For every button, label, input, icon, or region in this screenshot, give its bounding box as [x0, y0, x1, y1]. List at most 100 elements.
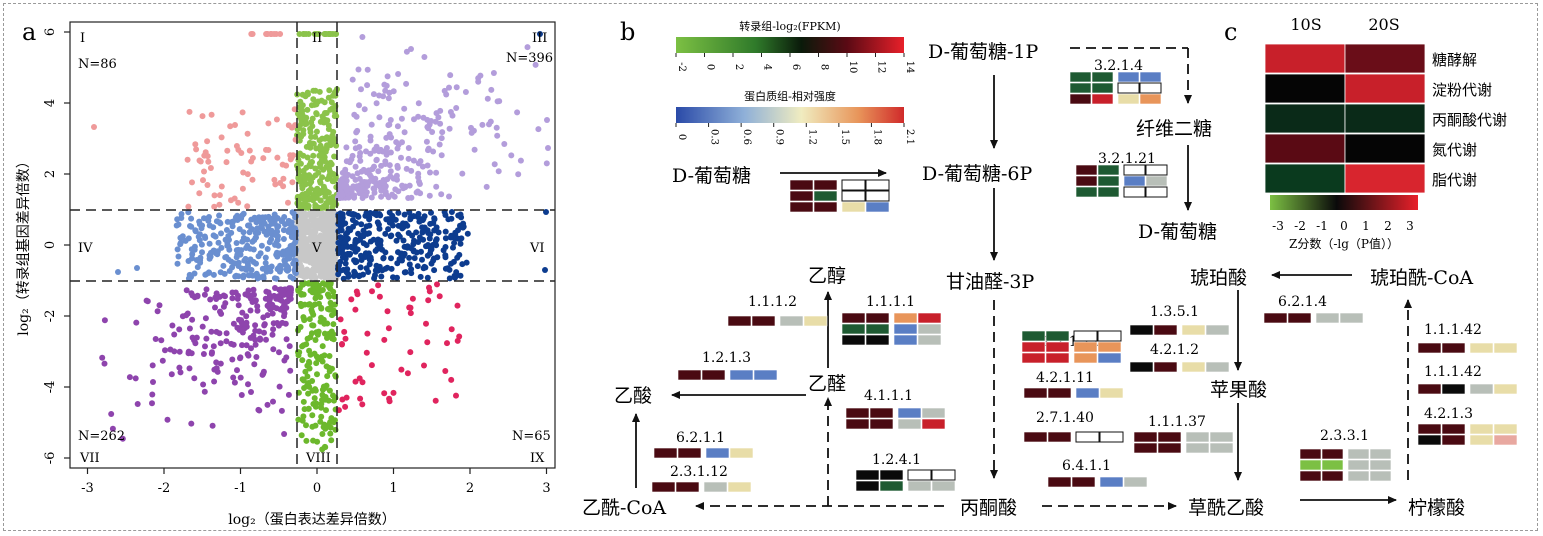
heat-cell — [803, 315, 828, 327]
x-tick-label: 2 — [466, 481, 474, 496]
legend-protein-title: 蛋白质组-相对强度 — [744, 89, 836, 103]
heat-cell — [1321, 448, 1344, 460]
enzyme-1.1.1.1: 1.1.1.1 — [866, 294, 915, 310]
scatter-point — [446, 84, 452, 91]
scatter-point — [447, 234, 454, 241]
scatter-point — [386, 162, 393, 169]
scatter-point — [243, 313, 250, 320]
scatter-point — [344, 266, 351, 273]
scatter-point — [134, 401, 141, 407]
scatter-point — [220, 262, 227, 269]
node-glucose-1p: D-葡萄糖-1P — [928, 41, 1039, 63]
scatter-point — [446, 275, 453, 282]
scatter-point — [253, 354, 260, 360]
heat-cell — [653, 447, 678, 459]
scatter-point — [310, 311, 317, 318]
scatter-point — [394, 260, 401, 267]
heat-cell — [1099, 476, 1124, 488]
scatter-point — [446, 125, 453, 132]
scatter-point — [378, 273, 385, 280]
scatter-point — [415, 160, 422, 167]
enzyme-2.3.3.1: 2.3.3.1 — [1320, 428, 1369, 444]
scatter-point — [235, 199, 242, 206]
scatter-point — [515, 171, 522, 178]
scatter-point — [231, 195, 238, 202]
scatter-point — [401, 211, 408, 218]
scatter-point — [220, 303, 227, 310]
scatter-point — [213, 218, 220, 225]
scatter-point — [205, 158, 212, 165]
scatter-point — [203, 335, 210, 342]
scatter-point — [273, 31, 280, 37]
heat-cell — [841, 179, 866, 191]
scatter-point — [326, 387, 333, 394]
scatter-point — [426, 192, 433, 199]
scatter-point — [274, 320, 281, 326]
scatter-point — [419, 224, 426, 231]
scatter-point — [304, 242, 311, 249]
scatter-point — [419, 256, 425, 263]
scatter-point — [300, 398, 307, 405]
scatter-point — [271, 211, 278, 218]
scatter-point — [188, 420, 195, 427]
scatter-point — [217, 360, 224, 367]
scatter-point — [337, 177, 344, 184]
scatter-point — [310, 265, 317, 272]
scatter-point — [303, 437, 310, 444]
scatter-point — [248, 31, 255, 37]
scatter-point — [200, 381, 207, 388]
scatter-point — [133, 319, 140, 326]
scatter-point — [362, 192, 369, 199]
heat-cell — [1073, 352, 1098, 364]
scatter-point — [390, 274, 396, 281]
enzyme-4.2.1.2: 4.2.1.2 — [1150, 342, 1199, 358]
scatter-point — [438, 135, 445, 142]
scatter-point — [312, 133, 319, 140]
node-acetylcoa: 乙酰-CoA — [582, 497, 666, 519]
scatter-point — [318, 211, 325, 218]
heat-cell — [921, 407, 946, 419]
scatter-point — [442, 265, 449, 272]
scatter-point — [462, 89, 469, 95]
heat-cell — [1145, 164, 1168, 176]
scatter-point — [186, 325, 193, 332]
scatter-point — [301, 280, 308, 287]
scatter-point — [394, 164, 401, 171]
scatter-point — [256, 407, 263, 414]
scatter-point — [322, 385, 328, 391]
scatter-point — [457, 240, 464, 247]
scatter-point — [174, 260, 181, 267]
scatter-point — [213, 328, 220, 335]
scatter-point — [424, 274, 431, 281]
scatter-point — [317, 356, 324, 363]
scatter-point — [355, 213, 362, 220]
scatter-point — [414, 263, 421, 270]
scatter-point — [292, 213, 299, 220]
scatter-point — [387, 149, 394, 156]
scatter-point — [245, 381, 251, 388]
scatter-point — [251, 361, 258, 368]
scatter-point — [311, 258, 318, 265]
scatter-point — [312, 295, 319, 302]
scatter-point — [218, 183, 225, 190]
node-acetaldehyde: 乙醛 — [808, 373, 846, 395]
scatter-point — [424, 339, 431, 346]
scatter-point — [284, 298, 291, 305]
heat-cell — [1493, 434, 1518, 446]
heat-cell — [705, 447, 730, 459]
heat-cell — [779, 315, 804, 327]
scatter-point — [357, 395, 364, 402]
scatter-point — [457, 211, 464, 218]
scatter-point — [543, 160, 550, 167]
scatter-point — [164, 416, 171, 423]
heat-cell — [1021, 341, 1046, 353]
scatter-point — [351, 192, 358, 199]
scatter-point — [247, 334, 254, 341]
heat-cell — [897, 418, 922, 430]
heat-cell — [1091, 71, 1114, 83]
scatter-point — [126, 374, 133, 381]
scatter-point — [325, 94, 332, 101]
scatter-point — [239, 342, 245, 349]
scatter-point — [203, 286, 210, 293]
scatter-point — [286, 343, 293, 350]
